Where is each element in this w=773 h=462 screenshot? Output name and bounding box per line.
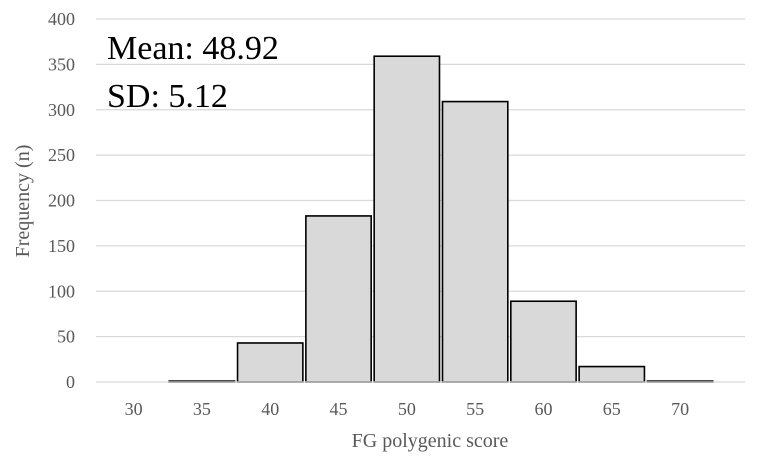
bars — [169, 56, 713, 382]
bar-45 — [306, 216, 371, 382]
y-tick-label: 100 — [48, 281, 75, 301]
mean-annotation: Mean: 48.92 — [107, 30, 279, 67]
y-tick-label: 200 — [48, 191, 75, 211]
y-axis-ticks: 0 50 100 150 200 250 300 350 400 — [48, 9, 75, 392]
x-tick-label: 30 — [125, 399, 143, 419]
y-tick-label: 300 — [48, 100, 75, 120]
y-tick-label: 400 — [48, 9, 75, 29]
x-tick-label: 60 — [534, 399, 552, 419]
bar-65 — [579, 367, 644, 382]
x-axis-title: FG polygenic score — [352, 430, 509, 452]
y-tick-label: 0 — [66, 372, 75, 392]
bar-55 — [442, 102, 507, 382]
x-tick-label: 40 — [261, 399, 279, 419]
y-tick-label: 250 — [48, 145, 75, 165]
y-axis-title: Frequency (n) — [12, 145, 34, 258]
sd-annotation: SD: 5.12 — [107, 78, 228, 115]
y-tick-label: 150 — [48, 236, 75, 256]
x-tick-label: 50 — [398, 399, 416, 419]
x-axis-ticks: 30 35 40 45 50 55 60 65 70 — [125, 399, 690, 419]
x-tick-label: 55 — [466, 399, 484, 419]
x-tick-label: 70 — [671, 399, 689, 419]
x-tick-label: 65 — [603, 399, 621, 419]
bar-40 — [238, 343, 303, 382]
y-tick-label: 50 — [57, 327, 75, 347]
x-tick-label: 35 — [193, 399, 211, 419]
y-tick-label: 350 — [48, 54, 75, 74]
bar-50 — [374, 56, 439, 382]
bar-60 — [511, 301, 576, 382]
x-tick-label: 45 — [330, 399, 348, 419]
